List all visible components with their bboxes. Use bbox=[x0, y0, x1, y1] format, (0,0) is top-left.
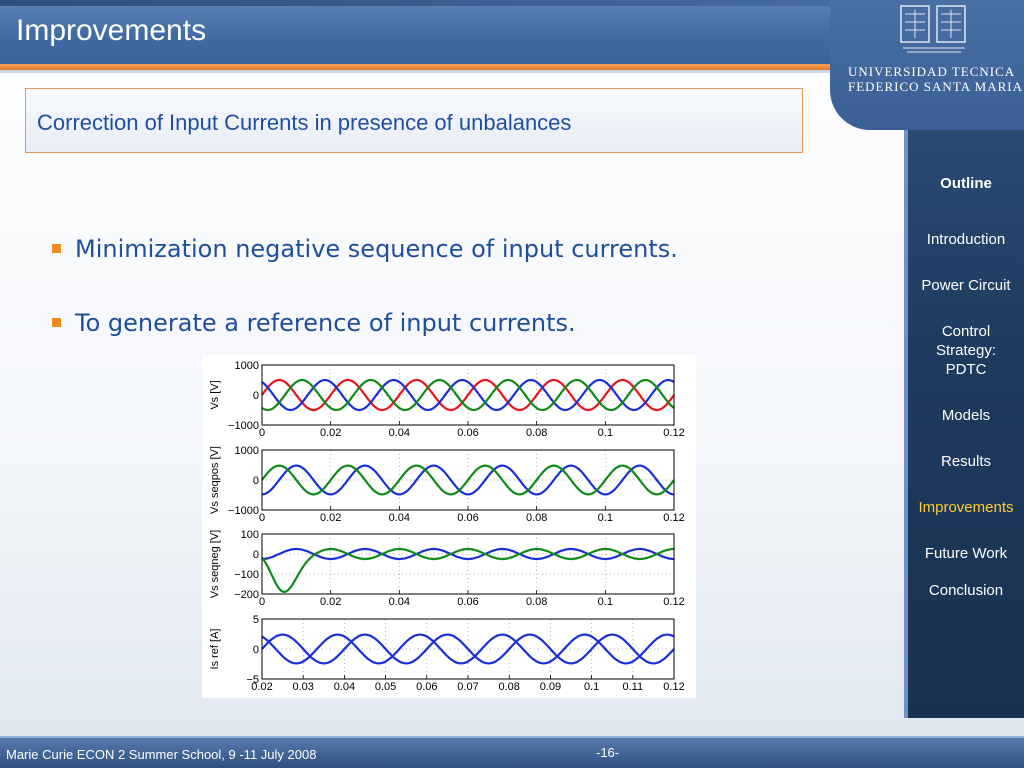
footer-line bbox=[0, 736, 1024, 738]
x-tick-label: 0.03 bbox=[292, 681, 313, 693]
x-tick-label: 0.04 bbox=[334, 681, 355, 693]
x-tick-label: 0.1 bbox=[598, 596, 613, 608]
series-line-blue-1 bbox=[261, 633, 675, 665]
x-tick-label: 0.1 bbox=[584, 681, 599, 693]
chart-4: 0.02 0.03 0.04 0.05 0.06 0.07 0.08 0.09 0.1 0.11 0… bbox=[209, 614, 685, 693]
page-number: -16- bbox=[596, 745, 620, 760]
university-emblem-icon bbox=[900, 5, 966, 53]
x-tick-label: 0.04 bbox=[389, 427, 410, 439]
bullet-item: To generate a reference of input current… bbox=[52, 309, 576, 337]
sidebar-item-models[interactable]: Models bbox=[941, 407, 991, 424]
sidebar-item-improvements[interactable]: Improvements bbox=[918, 499, 1014, 516]
y-tick-label: 5 bbox=[253, 614, 259, 626]
x-tick-label: 0 bbox=[259, 512, 265, 524]
logo-line-2: FEDERICO SANTA MARIA bbox=[848, 79, 1023, 94]
x-tick-label: 0.06 bbox=[457, 427, 478, 439]
x-tick-label: 0.12 bbox=[663, 596, 684, 608]
x-tick-label: 0.02 bbox=[251, 681, 272, 693]
x-tick-label: 0.04 bbox=[389, 512, 410, 524]
x-tick-label: 0.06 bbox=[457, 596, 478, 608]
x-tick-label: 0.06 bbox=[457, 512, 478, 524]
sidebar-item-outline[interactable]: Outline bbox=[940, 175, 992, 192]
x-tick-label: 0.07 bbox=[457, 681, 478, 693]
sidebar-item-power-circuit[interactable]: Power Circuit bbox=[921, 277, 1011, 294]
y-tick-label: 0 bbox=[253, 549, 259, 561]
x-tick-label: 0.05 bbox=[375, 681, 396, 693]
y-tick-label: 0 bbox=[253, 390, 259, 402]
x-tick-label: 0.09 bbox=[540, 681, 561, 693]
header-underline bbox=[0, 70, 900, 73]
series-line-green-2 bbox=[261, 547, 674, 594]
y-axis-label: Vs [V] bbox=[209, 380, 221, 409]
chart-3: 0 0.02 0.04 0.06 0.08 0.1 0.12 100 0 −100 −200 Vs s… bbox=[209, 529, 685, 608]
x-tick-label: 0.11 bbox=[623, 681, 644, 693]
y-tick-label: −200 bbox=[234, 589, 259, 601]
y-tick-label: −1000 bbox=[228, 505, 259, 517]
x-tick-label: 0.08 bbox=[526, 596, 547, 608]
y-tick-label: −1000 bbox=[228, 420, 259, 432]
bullet-item: Minimization negative sequence of input … bbox=[52, 235, 678, 263]
bullet-text: To generate a reference of input current… bbox=[75, 309, 576, 337]
x-tick-label: 0.08 bbox=[526, 512, 547, 524]
x-tick-label: 0.1 bbox=[598, 427, 613, 439]
y-tick-label: 1000 bbox=[235, 360, 259, 372]
x-tick-label: 0.08 bbox=[526, 427, 547, 439]
y-tick-label: 0 bbox=[253, 644, 259, 656]
slide-title: Improvements bbox=[16, 14, 207, 47]
x-tick-label: 0 bbox=[259, 427, 265, 439]
logo-line-1: UNIVERSIDAD TECNICA bbox=[848, 64, 1016, 79]
y-tick-label: −5 bbox=[246, 674, 259, 686]
x-tick-label: 0.02 bbox=[320, 596, 341, 608]
x-tick-label: 0.02 bbox=[320, 427, 341, 439]
series-line-red-1 bbox=[261, 378, 675, 412]
bullet-square-icon bbox=[52, 243, 61, 253]
subtitle-box: Correction of Input Currents in presence… bbox=[25, 88, 803, 153]
slide-subtitle: Correction of Input Currents in presence… bbox=[37, 110, 572, 135]
x-tick-label: 0.12 bbox=[663, 427, 684, 439]
x-tick-label: 0.12 bbox=[663, 681, 684, 693]
y-axis-label: Vs seqpos [V] bbox=[209, 446, 221, 514]
x-tick-label: 0.04 bbox=[389, 596, 410, 608]
x-tick-label: 0.12 bbox=[663, 512, 684, 524]
x-tick-label: 0.02 bbox=[320, 512, 341, 524]
header-shine bbox=[0, 0, 1024, 6]
x-tick-label: 0.08 bbox=[498, 681, 519, 693]
logo-panel bbox=[830, 0, 1024, 130]
y-tick-label: −100 bbox=[234, 569, 259, 581]
series-line-blue-1 bbox=[262, 547, 674, 561]
y-tick-label: 100 bbox=[241, 529, 259, 541]
series-line-green-3 bbox=[261, 378, 675, 412]
footer-text: Marie Curie ECON 2 Summer School, 9 -11 … bbox=[6, 747, 317, 762]
y-axis-label: Is ref [A] bbox=[209, 629, 221, 670]
series-line-blue-2 bbox=[261, 633, 675, 665]
chart-panel bbox=[202, 355, 696, 698]
header-accent-line bbox=[0, 64, 900, 70]
sidebar-item-results[interactable]: Results bbox=[940, 453, 992, 470]
series-line-green-2 bbox=[261, 464, 675, 496]
x-tick-label: 0.06 bbox=[416, 681, 437, 693]
x-tick-label: 0.1 bbox=[598, 512, 613, 524]
sidebar-item-conclusion[interactable]: Conclusion bbox=[928, 582, 1004, 599]
sidebar-item-future-work[interactable]: Future Work bbox=[924, 545, 1008, 562]
sidebar-item-introduction[interactable]: Introduction bbox=[926, 231, 1006, 248]
y-tick-label: 1000 bbox=[235, 445, 259, 457]
sidebar-item-control-strategy[interactable]: Control Strategy: PDTC bbox=[935, 323, 997, 378]
bullet-text: Minimization negative sequence of input … bbox=[75, 235, 678, 263]
sidebar bbox=[904, 130, 1024, 718]
y-axis-label: Vs seqneg [V] bbox=[209, 530, 221, 599]
x-tick-label: 0 bbox=[259, 596, 265, 608]
series-line-blue-1 bbox=[261, 464, 675, 496]
y-tick-label: 0 bbox=[253, 475, 259, 487]
bullet-square-icon bbox=[52, 317, 61, 327]
footer-band bbox=[0, 738, 1024, 768]
series-line-blue-2 bbox=[261, 378, 675, 412]
